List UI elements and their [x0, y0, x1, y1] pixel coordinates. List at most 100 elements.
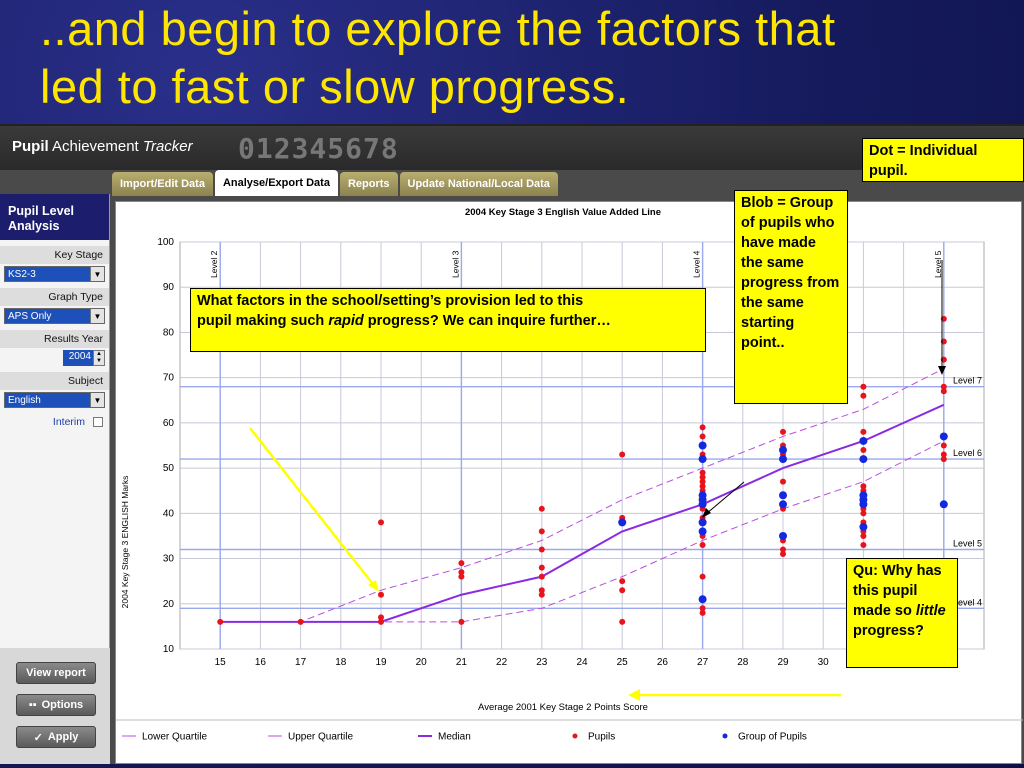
legend-entry: Pupils [588, 732, 615, 743]
pupil-point [940, 388, 947, 395]
legend-entry: Lower Quartile [142, 732, 207, 743]
y-tick-label: 100 [157, 237, 174, 248]
y-tick-label: 70 [163, 373, 175, 384]
interim-checkbox[interactable] [93, 417, 103, 427]
pupil-point [378, 519, 384, 526]
group-point [859, 455, 868, 464]
x-tick-label: 27 [697, 657, 709, 668]
callout-rapid-text-a: pupil making such [197, 313, 329, 329]
y-tick-label: 30 [163, 554, 175, 565]
chevron-down-icon[interactable]: ▼ [90, 309, 104, 323]
pupil-point [860, 392, 867, 399]
group-point [698, 518, 707, 527]
pupil-point [538, 564, 545, 571]
group-point [698, 595, 707, 604]
x-tick-label: 19 [375, 657, 387, 668]
pupil-point [940, 456, 947, 463]
pupil-point [217, 618, 224, 625]
key-stage-select[interactable]: KS2-3 ▼ [4, 266, 105, 282]
value-added-chart: 2004 Key Stage 3 English Value Added Lin… [116, 207, 1023, 743]
x-tick-label: 18 [335, 657, 347, 668]
tab-reports[interactable]: Reports [339, 172, 398, 196]
subject-value: English [8, 394, 41, 406]
graph-type-select[interactable]: APS Only ▼ [4, 308, 105, 324]
blob-arrow-head [702, 508, 711, 518]
level-label-horizontal: Level 5 [953, 539, 982, 549]
level-label-vertical: Level 4 [692, 250, 702, 278]
legend-swatch-dot [722, 733, 728, 739]
pupil-point [940, 442, 947, 449]
brand-word-2: Achievement [48, 138, 139, 155]
group-point [779, 446, 787, 455]
tab-update-data[interactable]: Update National/Local Data [399, 172, 558, 196]
pupil-point [699, 424, 706, 431]
y-tick-label: 50 [163, 463, 175, 474]
group-point [859, 522, 868, 531]
blob-arrow-line [705, 481, 745, 515]
x-axis-label: Average 2001 Key Stage 2 Points Score [478, 702, 648, 713]
pupil-point [699, 541, 706, 548]
slide-title-line-2: led to fast or slow progress. [40, 60, 630, 113]
results-year-value[interactable]: 2004 [63, 350, 93, 366]
key-stage-value: KS2-3 [8, 268, 36, 280]
subject-select[interactable]: English ▼ [4, 392, 105, 408]
pupil-point [458, 618, 465, 625]
app-brand: Pupil Achievement Tracker [12, 138, 193, 155]
view-report-button[interactable]: View report [16, 662, 96, 684]
graph-type-value: APS Only [8, 310, 52, 322]
pupil-point [860, 428, 867, 435]
y-tick-label: 60 [163, 418, 175, 429]
x-tick-label: 16 [255, 657, 267, 668]
x-tick-label: 21 [456, 657, 468, 668]
x-tick-label: 22 [496, 657, 508, 668]
legend-swatch-dot [572, 733, 578, 739]
group-point [618, 518, 627, 527]
sidebar-footer: View report ▪▪ Options ✓ Apply [0, 648, 110, 764]
callout-slow-progress: Qu: Why has this pupil made so little pr… [846, 558, 958, 668]
group-point [779, 455, 787, 464]
tab-bar: Import/Edit Data Analyse/Export Data Rep… [112, 170, 560, 196]
results-year-stepper[interactable]: 2004 ▲ ▼ [4, 350, 105, 366]
tab-import-edit[interactable]: Import/Edit Data [112, 172, 213, 196]
group-point [859, 491, 868, 500]
y-tick-label: 90 [163, 282, 175, 293]
pupil-point [780, 551, 786, 558]
apply-button[interactable]: ✓ Apply [16, 726, 96, 748]
callout-arrows [249, 260, 946, 701]
results-year-label: Results Year [0, 330, 109, 348]
y-tick-label: 10 [163, 644, 175, 655]
callout-blob: Blob = Group of pupils who have made the… [734, 190, 848, 404]
pupil-point [699, 609, 706, 616]
pupil-point [699, 605, 706, 612]
group-point [939, 500, 948, 509]
x-tick-label: 15 [215, 657, 227, 668]
group-point [779, 531, 787, 540]
pupil-point [378, 614, 384, 621]
interim-label: Interim [52, 416, 85, 428]
chevron-down-icon[interactable]: ▼ [90, 267, 104, 281]
x-tick-label: 24 [576, 657, 588, 668]
sidebar-heading: Pupil Level Analysis [0, 194, 109, 240]
lower-quartile-line [220, 440, 945, 623]
x-tick-label: 25 [617, 657, 629, 668]
group-point [779, 491, 787, 500]
tick-labels: 15 16 17 18 19 20 21 22 23 24 25 26 27 28 29 30 10 20 30 40… [157, 237, 829, 668]
pupil-point [619, 578, 626, 585]
callout-blob-text: Blob = Group of pupils who have made the… [741, 195, 840, 351]
callout-dot: Dot = Individual pupil. [862, 138, 1024, 182]
key-stage-label: Key Stage [0, 246, 109, 264]
brand-word-3: Tracker [142, 138, 193, 155]
x-tick-label: 23 [536, 657, 548, 668]
y-tick-label: 40 [163, 508, 175, 519]
tab-analyse-export[interactable]: Analyse/Export Data [214, 170, 338, 196]
options-button[interactable]: ▪▪ Options [16, 694, 96, 716]
pupil-point [860, 483, 867, 490]
chevron-down-icon[interactable]: ▼ [90, 393, 104, 407]
pupil-point [378, 591, 384, 598]
brand-bar: Pupil Achievement Tracker 012345678 [0, 126, 1024, 170]
x-tick-label: 29 [777, 657, 789, 668]
group-point [859, 436, 868, 445]
spinner-arrows-icon[interactable]: ▲ ▼ [93, 350, 105, 366]
y-tick-label: 80 [163, 327, 175, 338]
level-label-horizontal: Level 4 [953, 597, 982, 607]
